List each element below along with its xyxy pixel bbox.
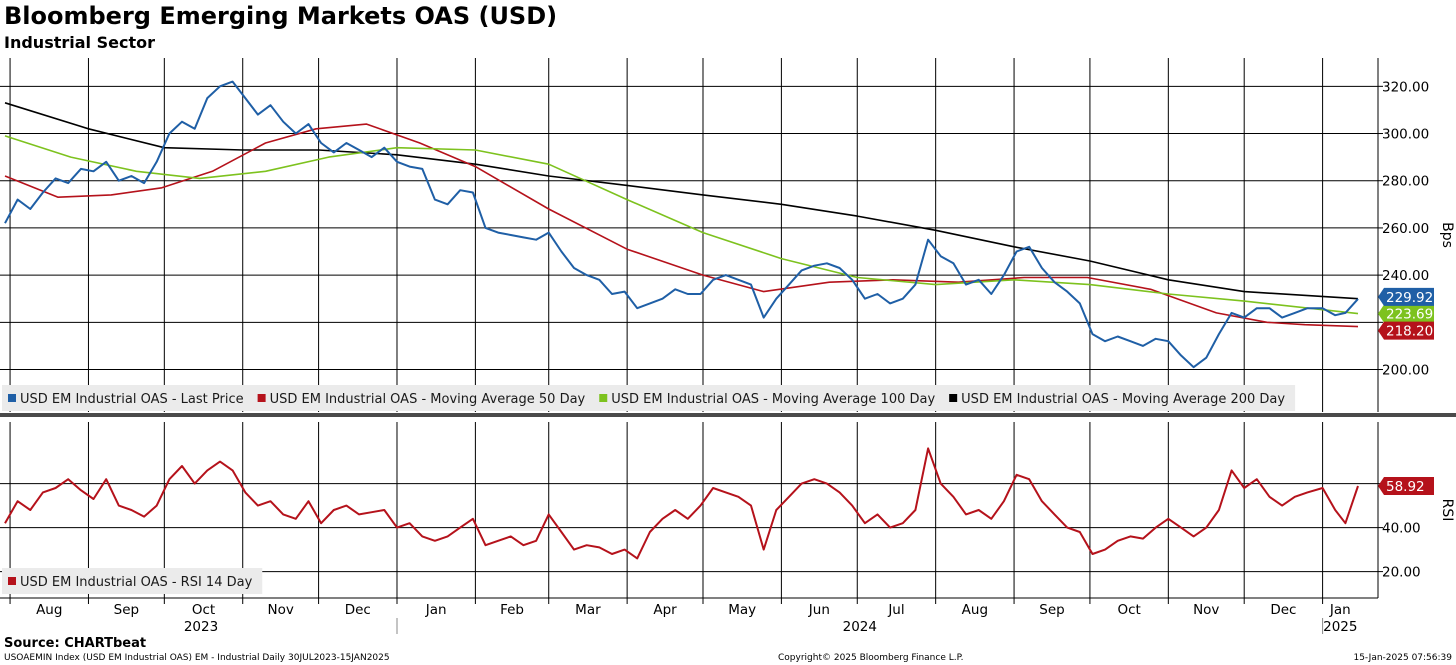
x-tick-label: Jan [1329, 602, 1351, 618]
legend-swatch [949, 394, 958, 402]
series-line-usd-em-industrial-oas-moving-average-50-day [4, 123, 1359, 328]
x-tick-label: Aug [962, 602, 988, 618]
legend-label: USD EM Industrial OAS - RSI 14 Day [20, 575, 253, 590]
last-value-badge [1378, 321, 1434, 340]
footer-timestamp: 15-Jan-2025 07:56:39 [1353, 653, 1452, 663]
x-tick-label: Mar [575, 602, 601, 618]
x-tick-label: Aug [36, 602, 62, 618]
legend-label: USD EM Industrial OAS - Moving Average 5… [270, 392, 586, 407]
last-value-label: 229.92 [1386, 290, 1433, 306]
legend-swatch [599, 394, 608, 402]
x-tick-label: Feb [500, 602, 524, 618]
y-tick-label: 20.00 [1382, 565, 1421, 581]
legend-label: USD EM Industrial OAS - Last Price [20, 392, 244, 407]
x-tick-label: Jul [887, 602, 904, 618]
footer-copyright: Copyright© 2025 Bloomberg Finance L.P. [778, 653, 964, 663]
x-tick-label: Jun [808, 602, 830, 618]
source-note: Source: CHARTbeat [4, 636, 147, 651]
y-tick-label: 40.00 [1382, 521, 1421, 537]
series-line-usd-em-industrial-oas-moving-average-200-day [4, 102, 1359, 300]
x-axis: Aug Sep Oct Nov Dec Jan Feb Mar Apr May Jun Jul Aug S… [0, 597, 1378, 635]
y-tick-label: 200.00 [1382, 363, 1429, 379]
last-value-label: 58.92 [1386, 479, 1425, 495]
chart-subtitle: Industrial Sector [4, 33, 155, 52]
x-year-label: 2024 [843, 619, 877, 635]
x-tick-label: Nov [1193, 602, 1219, 618]
series-line-usd-em-industrial-oas-last-price [4, 80, 1359, 369]
x-tick-label: Oct [192, 602, 215, 618]
legend-label: USD EM Industrial OAS - Moving Average 2… [961, 392, 1285, 407]
y-axis-title-bps: Bps [1439, 222, 1455, 248]
main-panel: 200.00 240.00 260.00 280.00 300.00 320.00 Bps U… [0, 58, 1456, 417]
x-year-label: 2023 [184, 619, 218, 635]
legend-swatch [8, 577, 16, 585]
legend-label: USD EM Industrial OAS - Moving Average 1… [611, 392, 935, 407]
y-axis-title-rsi: RSI [1439, 499, 1455, 522]
legend-background [2, 385, 1296, 411]
panel-separator [0, 413, 1456, 417]
y-tick-label: 240.00 [1382, 268, 1429, 284]
y-tick-label: 260.00 [1382, 221, 1429, 237]
rsi-panel: 20.00 40.00 RSI USD EM Industrial OAS - RSI… [0, 422, 1455, 598]
last-value-badge [1378, 304, 1434, 323]
y-tick-label: 280.00 [1382, 174, 1429, 190]
series-line-usd-em-industrial-oas-moving-average-100-day [4, 135, 1359, 315]
y-tick-label: 320.00 [1382, 79, 1429, 95]
last-value-label: 218.20 [1386, 324, 1433, 340]
y-tick-label: 300.00 [1382, 127, 1429, 143]
legend-background [2, 568, 263, 594]
series-line-usd-em-industrial-oas-rsi-14-day [4, 447, 1359, 560]
x-tick-label: Dec [345, 602, 371, 618]
x-tick-label: Sep [1039, 602, 1064, 618]
chart-title: Bloomberg Emerging Markets OAS (USD) [4, 2, 558, 30]
x-tick-label: Sep [114, 602, 139, 618]
legend-swatch [257, 394, 266, 402]
x-tick-label: May [728, 602, 756, 618]
x-tick-label: Nov [267, 602, 293, 618]
x-tick-label: Dec [1270, 602, 1296, 618]
x-tick-label: Jan [425, 602, 447, 618]
last-value-badge [1378, 287, 1434, 306]
x-tick-label: Apr [653, 602, 677, 618]
x-tick-label: Oct [1117, 602, 1140, 618]
legend-swatch [8, 394, 16, 402]
footer-index-info: USOAEMIN Index (USD EM Industrial OAS) E… [4, 653, 390, 663]
last-value-label: 223.69 [1386, 307, 1433, 323]
last-value-badge [1378, 476, 1434, 495]
x-year-label: 2025 [1323, 619, 1357, 635]
